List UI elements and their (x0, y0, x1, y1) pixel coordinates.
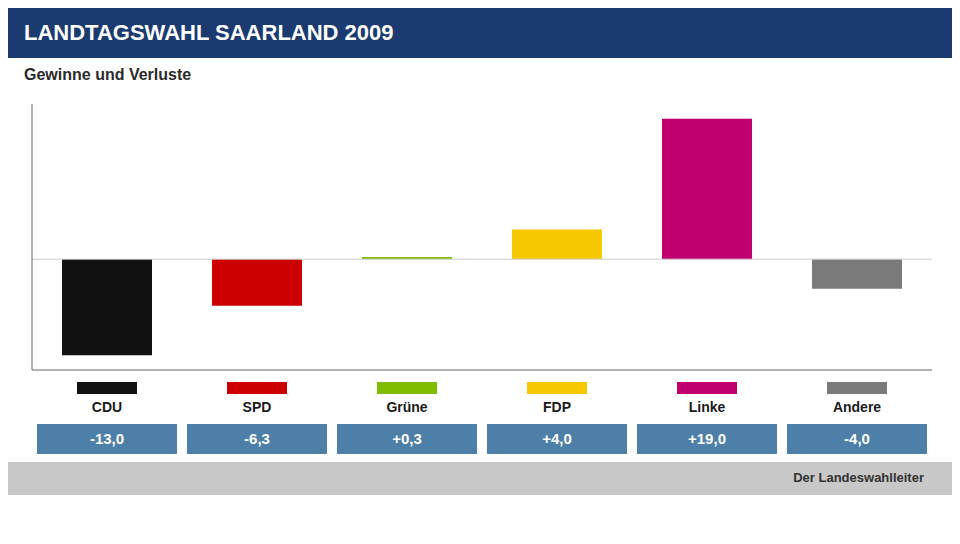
html-text:LANDTAGSWAHL SAARLAND 2009: LANDTAGSWAHL SAARLAND 2009 (24, 20, 394, 45)
html-text:Gewinne und Verluste: Gewinne und Verluste (24, 66, 192, 83)
svg-text:+19,0: +19,0 (688, 430, 726, 447)
svg-text:FDP: FDP (543, 399, 571, 415)
svg-text:Linke: Linke (689, 399, 726, 415)
svg-text:Andere: Andere (833, 399, 881, 415)
svg-text:+0,3: +0,3 (392, 430, 422, 447)
svg-text:-6,3: -6,3 (244, 430, 270, 447)
svg-text:+4,0: +4,0 (542, 430, 572, 447)
svg-text:-13,0: -13,0 (90, 430, 124, 447)
svg-text:Grüne: Grüne (386, 399, 427, 415)
html-text:Der Landeswahlleiter: Der Landeswahlleiter (793, 470, 924, 485)
svg-text:CDU: CDU (92, 399, 122, 415)
svg-text:-4,0: -4,0 (844, 430, 870, 447)
svg-text:SPD: SPD (243, 399, 272, 415)
